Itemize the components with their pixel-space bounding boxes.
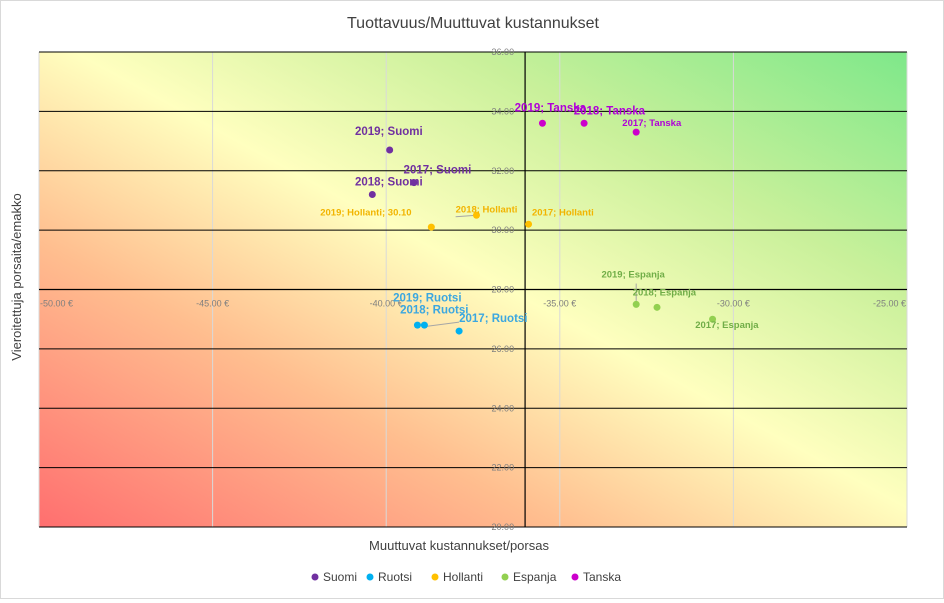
point-suomi [386,146,394,154]
data-label-ruotsi: 2017; Ruotsi [459,313,527,325]
chart-title: Tuottavuus/Muuttuvat kustannukset [347,15,600,32]
legend-marker-hollanti [431,573,439,581]
point-ruotsi [455,327,463,335]
legend-label-suomi: Suomi [323,570,357,584]
y-tick-label: 36.00 [492,47,515,57]
x-tick-label: -25.00 € [873,299,906,309]
data-label-ruotsi: 2018; Ruotsi [400,304,468,316]
point-tanska [538,119,546,127]
point-espanja [632,300,640,308]
legend-marker-ruotsi [366,573,374,581]
y-tick-label: 26.00 [492,344,515,354]
legend-label-tanska: Tanska [583,570,621,584]
data-label-espanja: 2018; Espanja [633,287,697,298]
data-label-suomi: 2017; Suomi [404,165,472,177]
y-tick-label: 28.00 [492,285,515,295]
data-label-hollanti: 2017; Hollanti [532,207,594,218]
point-hollanti [525,220,533,228]
x-axis-title: Muuttuvat kustannukset/porsas [369,538,549,553]
legend-label-ruotsi: Ruotsi [378,570,412,584]
point-tanska [632,128,640,136]
point-ruotsi [413,321,421,329]
y-axis-title: Vieroitettuja porsaita/emakko [9,193,24,360]
point-espanja [709,315,717,323]
point-hollanti [472,211,480,219]
data-label-espanja: 2019; Espanja [601,270,665,281]
legend-marker-tanska [571,573,579,581]
data-label-tanska: 2019; Tanska [515,102,587,114]
point-tanska [580,119,588,127]
data-points [368,119,717,335]
y-tick-labels: 20.00 22.00 24.00 26.00 28.00 30.00 32.00 34.00… [492,47,515,532]
point-hollanti [427,223,435,231]
legend-marker-espanja [501,573,509,581]
legend-marker-suomi [311,573,319,581]
data-label-suomi: 2019; Suomi [355,126,423,138]
y-tick-label: 24.00 [492,403,515,413]
data-label-tanska: 2017; Tanska [622,118,682,129]
legend-label-espanja: Espanja [513,570,557,584]
data-label-espanja: 2017; Espanja [695,320,759,331]
legend-label-hollanti: Hollanti [443,570,483,584]
leader-line [424,321,460,328]
y-tick-label: 22.00 [492,463,515,473]
x-tick-labels: -50.00 € -45.00 € -40.00 € -35.00 € -30.00 €… [40,299,906,309]
y-tick-label: 32.00 [492,166,515,176]
data-label-hollanti: 2019; Hollanti; 30.10 [320,207,411,218]
x-tick-label: -35.00 € [543,299,576,309]
point-ruotsi [420,321,428,329]
x-tick-label: -45.00 € [196,299,229,309]
x-tick-label: -50.00 € [40,299,73,309]
y-tick-label: 30.00 [492,225,515,235]
x-tick-label: -40.00 € [370,299,403,309]
data-label-hollanti: 2018; Hollanti [456,204,518,215]
x-tick-label: -30.00 € [717,299,750,309]
data-label-ruotsi: 2019; Ruotsi [393,292,461,304]
point-suomi [410,179,418,187]
data-label-suomi: 2018; Suomi [355,177,423,189]
point-espanja [653,303,661,311]
data-label-tanska: 2018; Tanska [574,105,646,117]
y-tick-label: 34.00 [492,106,515,116]
data-labels: 2018; Suomi 2019; Suomi 2017; Suomi 2019; R… [320,102,759,331]
point-suomi [368,191,376,198]
legend: Suomi Ruotsi Hollanti Espanja Tanska [311,570,621,584]
y-tick-label: 20.00 [492,522,515,532]
axes [39,52,907,527]
